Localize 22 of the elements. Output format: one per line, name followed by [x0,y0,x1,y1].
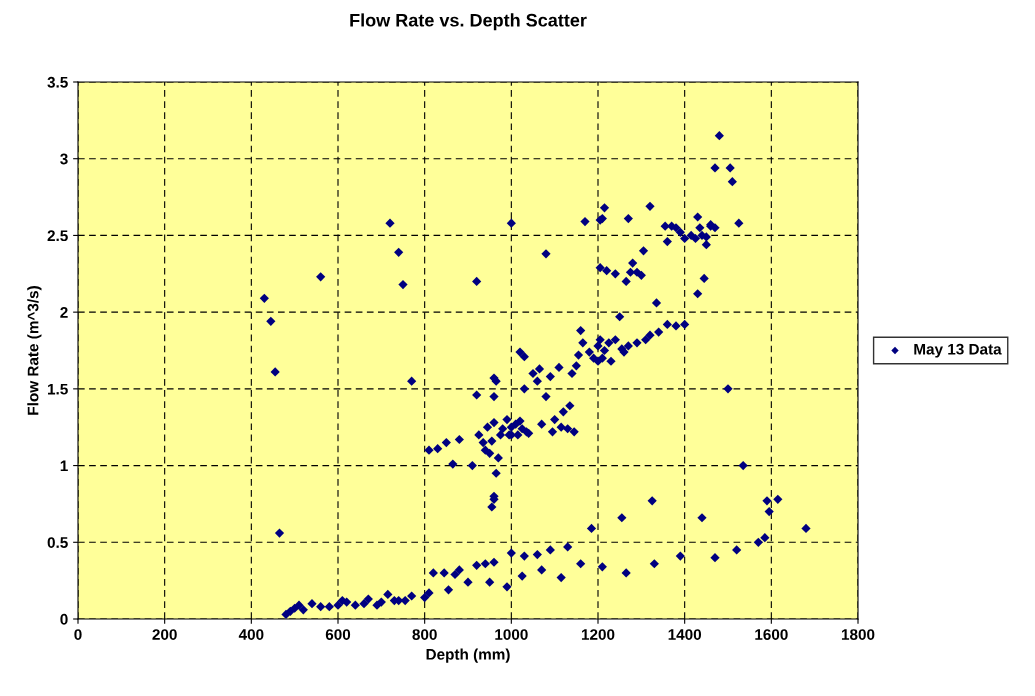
x-tick-label: 1600 [755,629,788,640]
y-axis-title: Flow Rate (m^3/s) [27,286,42,415]
y-tick-label: 1 [60,460,68,472]
x-tick-label: 400 [238,629,264,640]
y-tick-label: 1.5 [48,383,68,395]
x-tick-label: 1800 [841,629,875,640]
y-tick-label: 3.5 [47,76,68,88]
x-tick-label: 1200 [581,629,615,640]
x-tick-label: 200 [152,629,177,640]
x-tick-label: 1000 [495,629,528,640]
y-tick-label: 0.5 [47,537,68,548]
x-axis-title: Depth (mm) [426,648,510,663]
x-tick-label: 0 [74,629,82,640]
y-tick-label: 3 [60,153,68,165]
x-tick-label: 800 [412,629,437,640]
y-tick-label: 2.5 [47,230,68,242]
x-tick-label: 600 [325,629,351,640]
chart-title: Flow Rate vs. Depth Scatter [350,13,587,31]
y-tick-label: 0 [60,613,68,625]
x-tick-label: 1400 [668,629,702,640]
y-tick-label: 2 [60,307,68,318]
legend-label: May 13 Data [914,343,1002,358]
